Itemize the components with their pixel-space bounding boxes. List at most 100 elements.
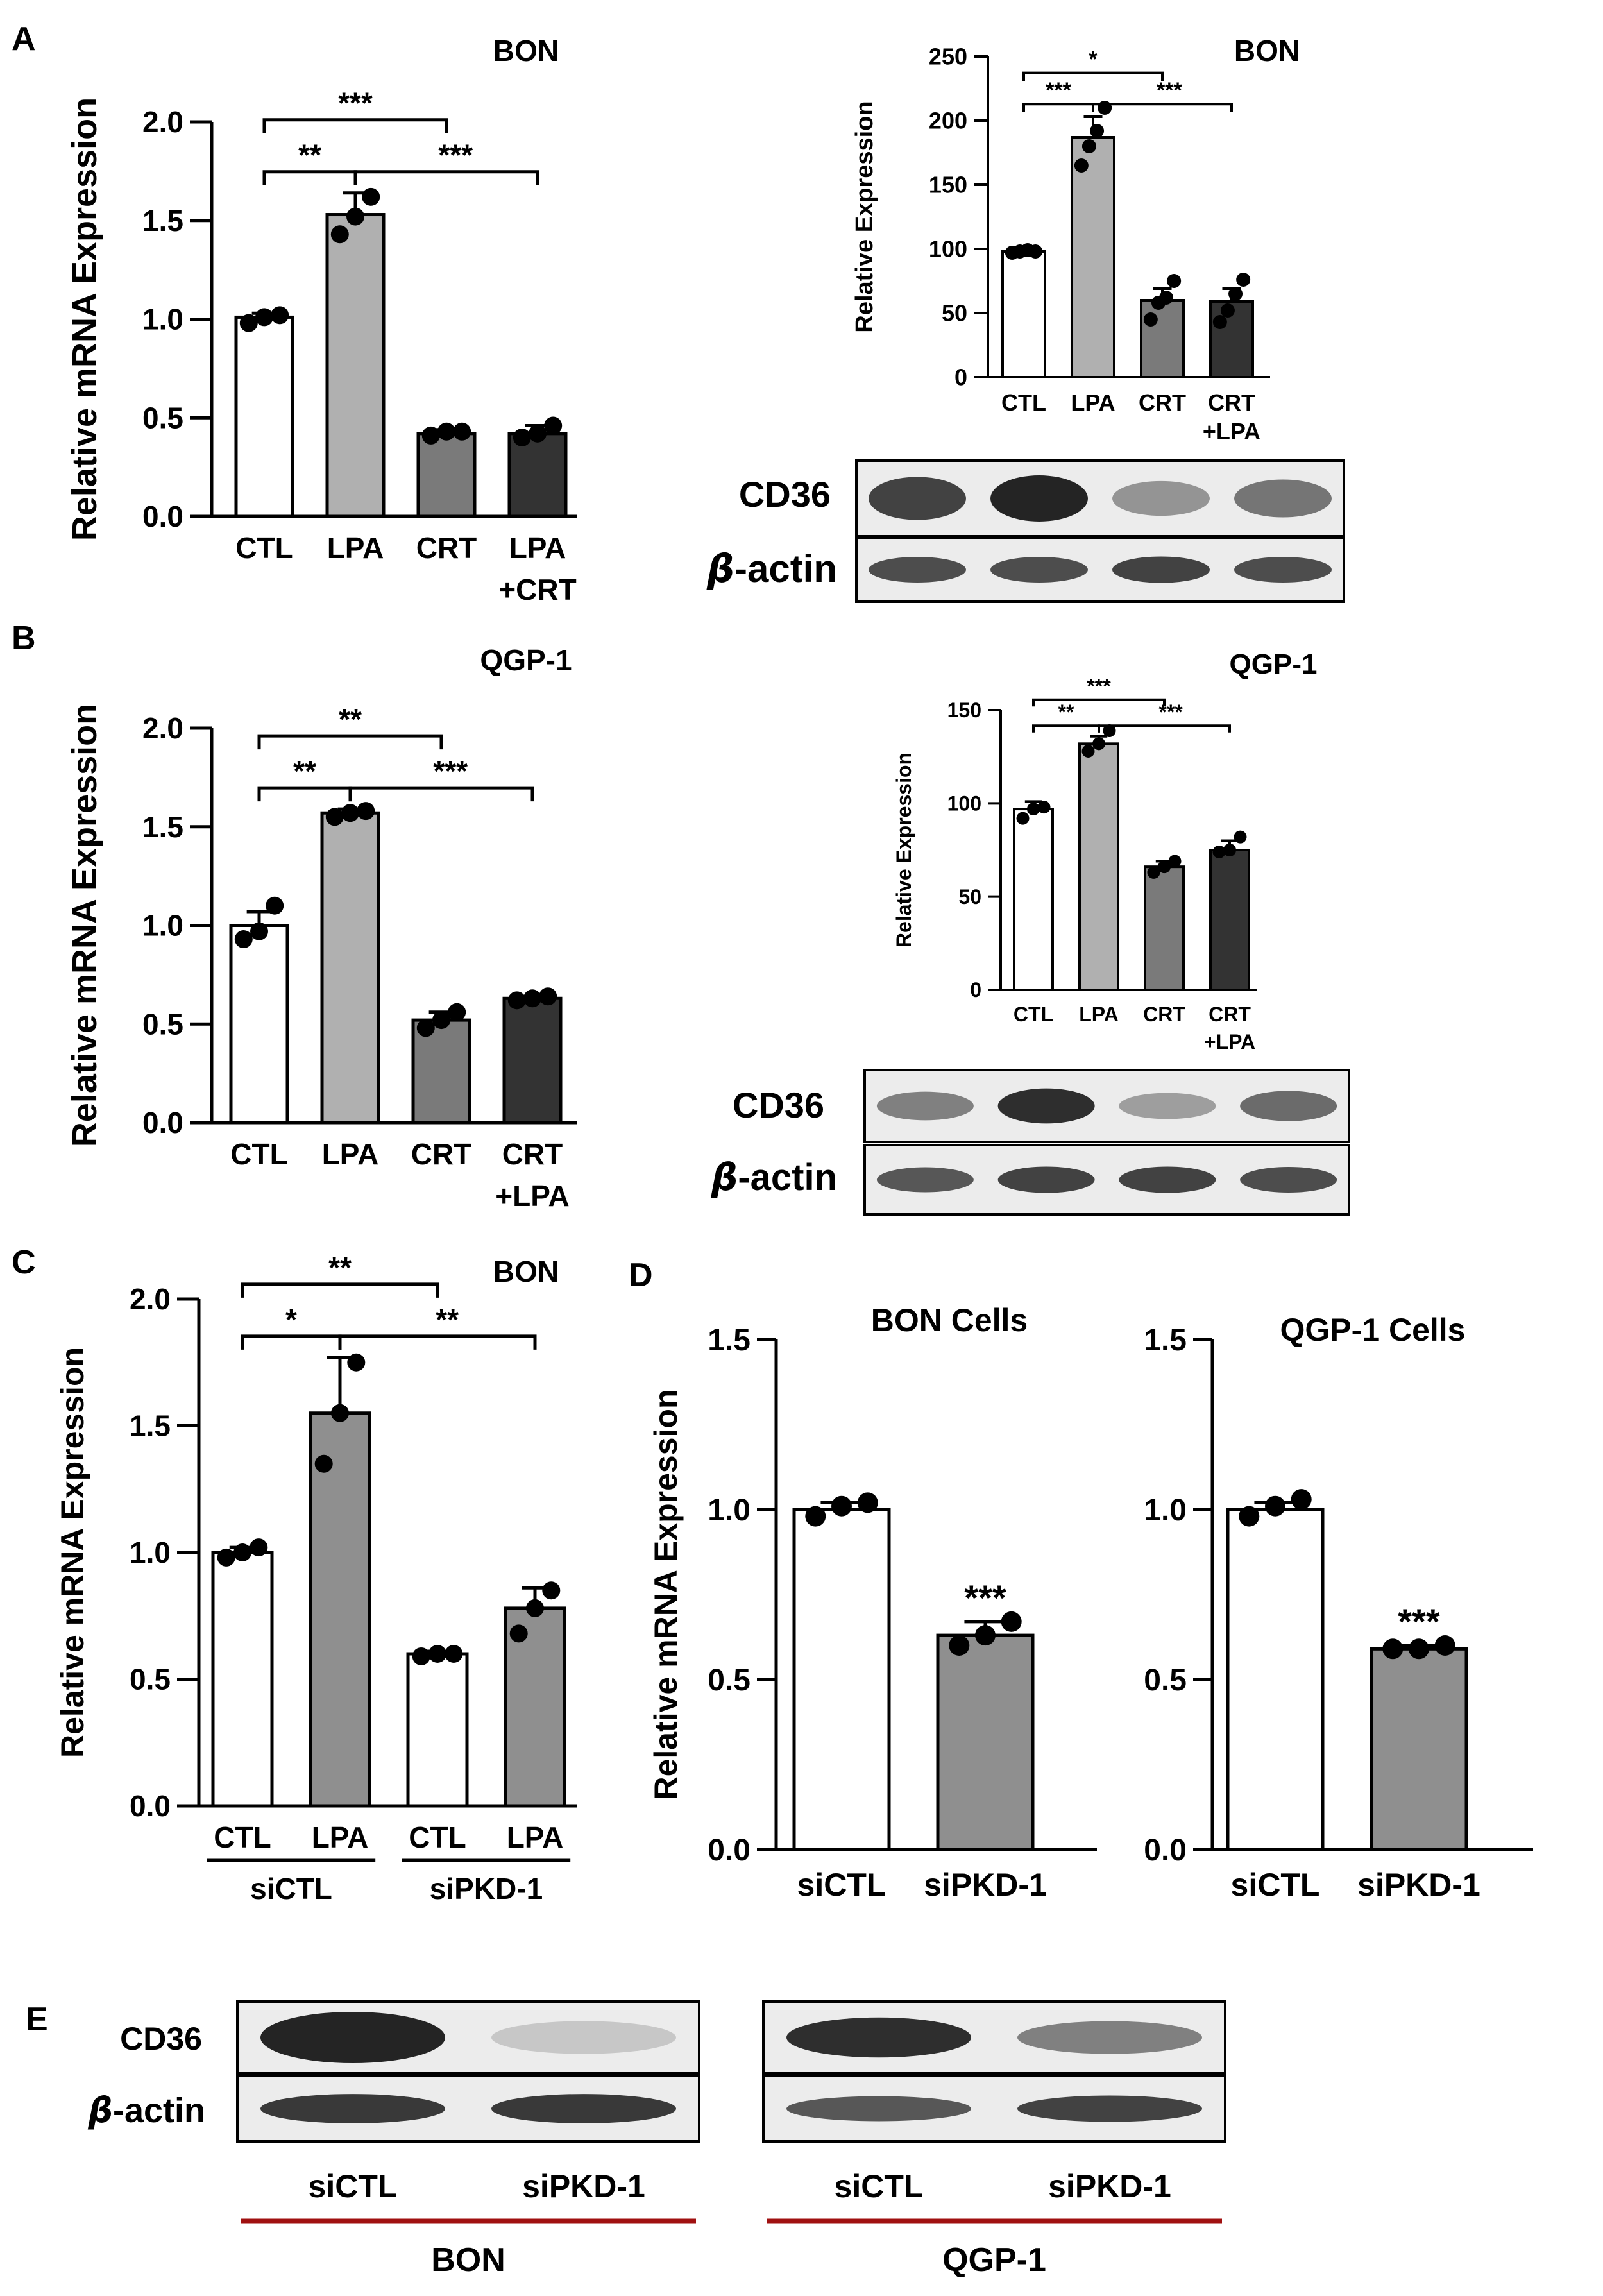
data-point	[1220, 303, 1235, 318]
y-tick-label: 1.5	[130, 1409, 171, 1443]
data-point	[453, 422, 471, 441]
panel-letter-c: C	[12, 1244, 36, 1281]
data-point	[542, 1581, 561, 1600]
significance-label: ***	[1046, 78, 1071, 103]
data-point	[1409, 1638, 1429, 1660]
significance-label: ***	[338, 87, 373, 120]
y-tick-label: 1.0	[130, 1536, 171, 1569]
blot-label-e-actin: β-actin	[87, 2090, 205, 2130]
significance-label: *	[1089, 47, 1098, 72]
y-tick-label: 100	[929, 236, 967, 262]
y-tick-label: 100	[947, 792, 981, 815]
chart-title: BON Cells	[871, 1302, 1028, 1338]
significance-bracket	[1092, 103, 1233, 112]
category-label: +CRT	[498, 573, 576, 606]
data-point	[1236, 273, 1251, 287]
bar	[1144, 865, 1185, 992]
category-label: +LPA	[1204, 1030, 1255, 1053]
bar	[211, 1551, 274, 1808]
significance-bracket	[1022, 71, 1164, 81]
data-point	[331, 1404, 349, 1422]
bar	[234, 315, 294, 518]
chart-C_mrna: 0.0 0.5 1.0 1.5 2.0 Relative mRNA Expression B…	[55, 1251, 577, 1905]
blot-band	[491, 2094, 676, 2123]
data-point	[325, 808, 344, 826]
y-tick-label: 0.0	[142, 500, 183, 533]
y-tick-label: 0.5	[130, 1663, 171, 1696]
data-point	[346, 207, 364, 226]
category-label: CRT	[502, 1137, 563, 1171]
data-point	[362, 187, 380, 206]
chart-title: BON	[493, 34, 559, 67]
data-point	[975, 1625, 996, 1646]
category-label: CRT	[1143, 1003, 1185, 1026]
data-point	[412, 1647, 430, 1665]
blot-band	[869, 556, 966, 583]
lane-label: siPKD-1	[522, 2168, 645, 2204]
significance-bracket	[1022, 103, 1094, 112]
blot-label-a-cd36: CD36	[739, 474, 831, 514]
category-label: LPA	[1079, 1003, 1119, 1026]
blot-band	[1234, 556, 1332, 583]
y-tick-label: 0	[970, 978, 981, 1001]
category-label: siPKD-1	[924, 1867, 1047, 1903]
category-label: LPA	[507, 1821, 564, 1854]
group-label: siCTL	[250, 1872, 332, 1905]
group-label: siPKD-1	[430, 1872, 543, 1905]
data-point	[1081, 744, 1095, 758]
y-tick-label: 1.0	[708, 1493, 751, 1527]
y-tick-label: 0.5	[708, 1663, 751, 1697]
significance-bracket	[1032, 698, 1166, 707]
chart-title: BON	[493, 1255, 559, 1288]
category-label: LPA	[327, 531, 384, 565]
data-point	[949, 1635, 970, 1656]
y-tick-label: 0.0	[708, 1833, 751, 1867]
panel-letter-e: E	[26, 2001, 48, 2038]
data-point	[1103, 724, 1116, 737]
significance-label: ***	[1398, 1601, 1440, 1642]
y-tick-label: 50	[942, 300, 967, 327]
y-tick-label: 0.0	[1144, 1833, 1187, 1867]
bar	[502, 996, 563, 1125]
chart-title: QGP-1	[1230, 649, 1318, 680]
data-point	[416, 1019, 435, 1037]
y-tick-label: 1.5	[1144, 1323, 1187, 1357]
data-point	[234, 930, 253, 949]
y-tick-label: 150	[947, 699, 981, 722]
blot-band	[786, 2096, 971, 2122]
data-point	[314, 1454, 333, 1473]
bar	[1370, 1647, 1468, 1851]
significance-label: **	[293, 754, 316, 788]
y-tick-label: 1.5	[142, 810, 183, 844]
panel-letter-d: D	[629, 1257, 653, 1294]
significance-bracket	[257, 786, 352, 802]
data-point	[347, 1353, 366, 1372]
y-tick-label: 2.0	[130, 1282, 171, 1316]
blot-band	[1017, 2095, 1202, 2122]
bar	[792, 1508, 891, 1851]
y-tick-label: 2.0	[142, 105, 183, 139]
blot-e-qgp-actin	[762, 2075, 1226, 2143]
blot-band	[1240, 1091, 1337, 1121]
data-point	[523, 989, 541, 1008]
data-point	[432, 1011, 450, 1030]
data-point	[1159, 291, 1174, 305]
data-point	[529, 424, 547, 443]
y-axis-label: Relative mRNA Expression	[648, 1389, 684, 1799]
panel-letter-b: B	[12, 620, 36, 657]
blot-band	[876, 1167, 974, 1193]
data-point	[330, 225, 349, 244]
data-point	[445, 1645, 463, 1663]
blot-band	[260, 2012, 445, 2063]
y-tick-label: 0	[954, 364, 967, 391]
data-point	[1291, 1489, 1312, 1510]
data-point	[1212, 315, 1227, 329]
blot-band	[990, 556, 1088, 583]
category-label: CRT	[1208, 389, 1255, 416]
chart-A_mrna: 0.0 0.5 1.0 1.5 2.0 Relative mRNA Expression B…	[65, 34, 577, 606]
blot-e-bon-cd36	[236, 2000, 700, 2075]
data-point	[1265, 1495, 1285, 1517]
blot-a-actin	[855, 536, 1345, 603]
data-point	[437, 422, 455, 441]
category-label: +LPA	[495, 1179, 569, 1212]
